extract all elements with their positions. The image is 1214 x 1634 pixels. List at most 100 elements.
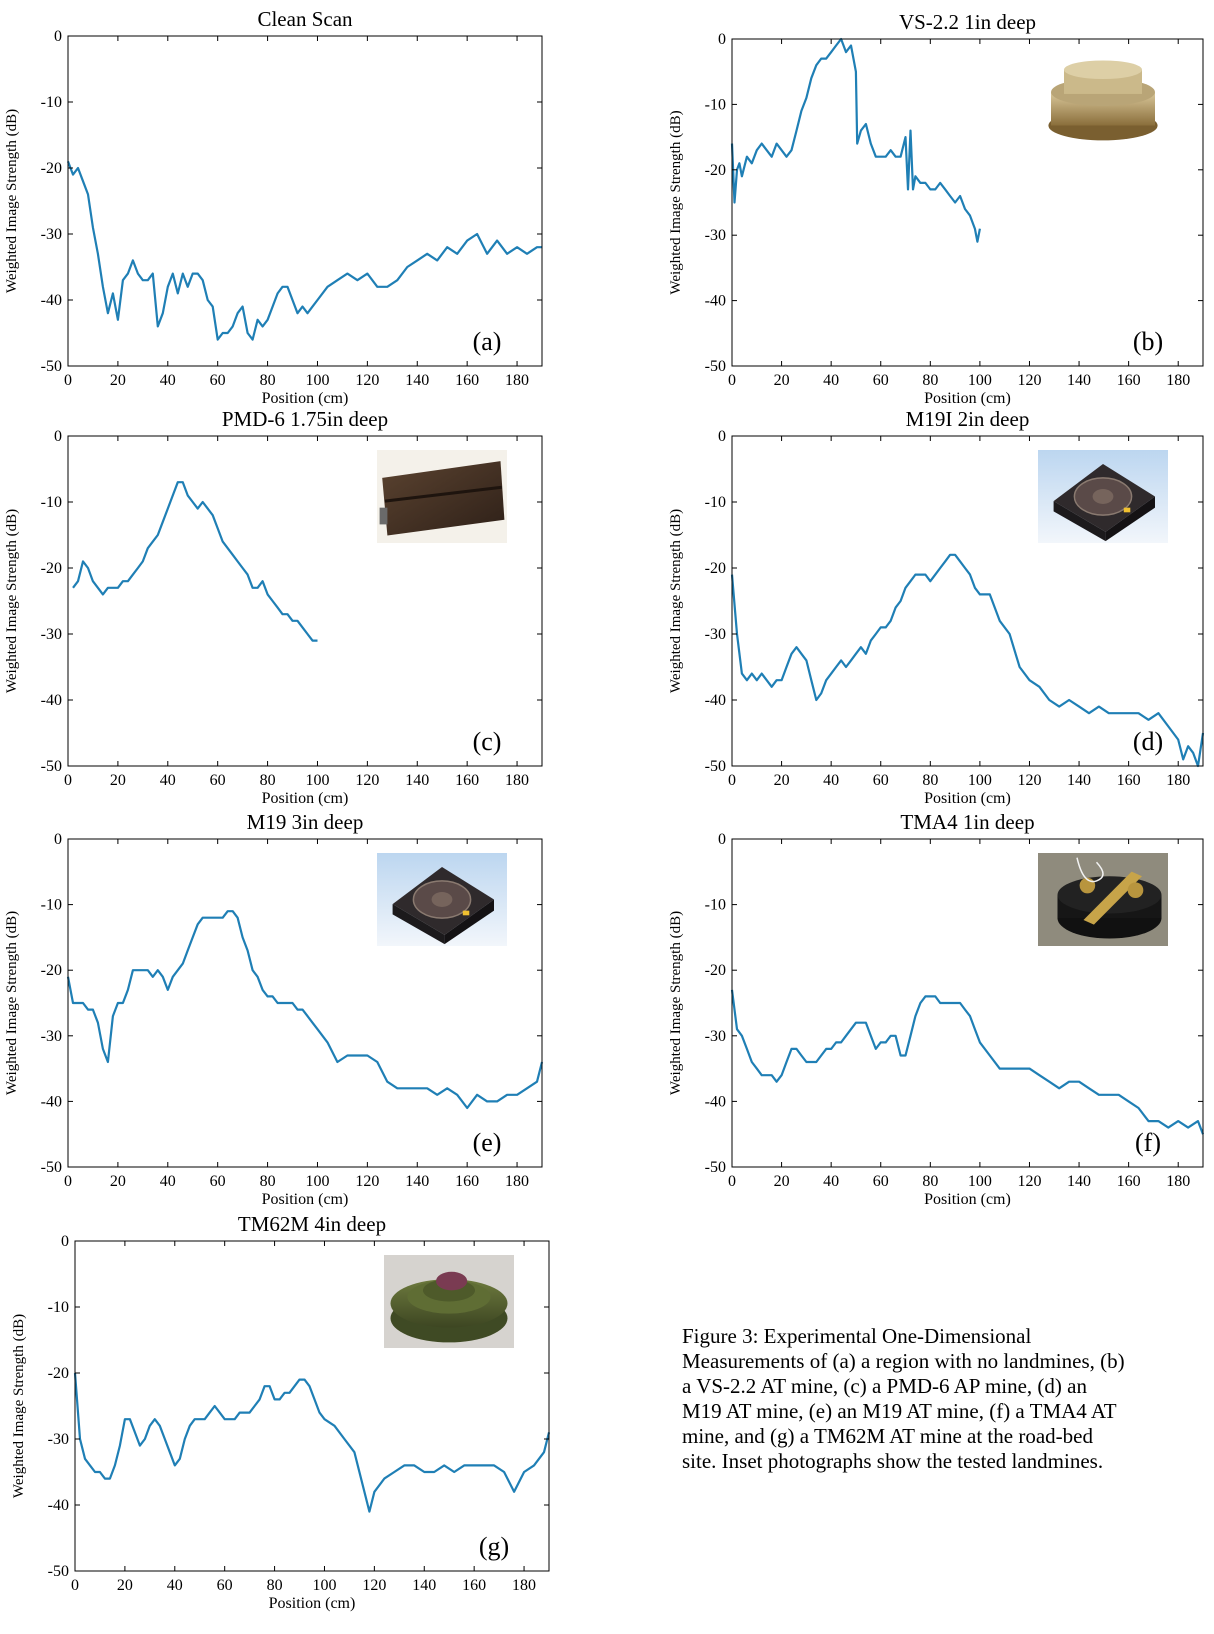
x-tick-label: 100: [305, 372, 329, 389]
y-tick-label: -30: [41, 226, 62, 243]
x-tick-label: 0: [64, 372, 72, 389]
y-tick-label: -50: [705, 1159, 726, 1176]
x-tick-label: 140: [1067, 772, 1091, 789]
y-tick-label: 0: [54, 28, 62, 45]
x-tick-label: 140: [412, 1577, 436, 1594]
x-tick-label: 180: [505, 772, 529, 789]
y-tick-label: -10: [705, 897, 726, 914]
plot-frame: [67, 838, 543, 1168]
x-tick-label: 20: [774, 1173, 790, 1190]
x-tick-label: 120: [355, 772, 379, 789]
x-tick-label: 100: [312, 1577, 336, 1594]
x-tick-label: 180: [505, 372, 529, 389]
x-tick-label: 80: [260, 372, 276, 389]
x-tick-label: 120: [362, 1577, 386, 1594]
x-axis-label: Position (cm): [262, 790, 349, 807]
x-tick-label: 0: [71, 1577, 79, 1594]
figure-caption: Figure 3: Experimental One-Dimensional M…: [682, 1324, 1125, 1473]
y-axis-label: Weighted Image Strength (dB): [4, 109, 20, 293]
x-tick-label: 40: [160, 372, 176, 389]
x-tick-label: 0: [728, 1173, 736, 1190]
x-tick-label: 80: [260, 1173, 276, 1190]
x-tick-label: 40: [167, 1577, 183, 1594]
x-tick-label: 140: [1067, 372, 1091, 389]
chart-title: M19I 2in deep: [906, 407, 1030, 431]
panel-label: (a): [473, 327, 502, 356]
x-tick-label: 20: [110, 372, 126, 389]
x-tick-label: 80: [922, 772, 938, 789]
vs-2.2-mine-photo: [1048, 60, 1158, 141]
x-tick-label: 40: [160, 772, 176, 789]
data-series-line: [66, 161, 542, 341]
data-series-line: [730, 553, 1205, 768]
tm62m-mine-photo: [384, 1255, 514, 1348]
x-tick-label: 40: [160, 1173, 176, 1190]
y-tick-label: -40: [41, 692, 62, 709]
y-tick-label: -30: [41, 626, 62, 643]
y-tick-label: -20: [41, 160, 62, 177]
x-tick-label: 180: [1166, 1173, 1190, 1190]
x-tick-label: 100: [968, 372, 992, 389]
x-tick-label: 120: [355, 372, 379, 389]
x-tick-label: 140: [405, 372, 429, 389]
plot-frame: [731, 435, 1204, 767]
y-tick-label: -50: [705, 758, 726, 775]
y-tick-label: -20: [705, 560, 726, 577]
x-tick-label: 160: [462, 1577, 486, 1594]
y-tick-label: -40: [705, 293, 726, 310]
y-tick-label: -20: [705, 162, 726, 179]
x-tick-label: 20: [774, 372, 790, 389]
panel-label: (b): [1133, 327, 1163, 356]
x-axis-label: Position (cm): [924, 390, 1011, 407]
x-axis-label: Position (cm): [924, 790, 1011, 807]
y-tick-label: 0: [718, 428, 726, 445]
chart-title: VS-2.2 1in deep: [899, 10, 1036, 34]
y-axis-label: Weighted Image Strength (dB): [4, 911, 20, 1095]
x-tick-label: 0: [728, 772, 736, 789]
x-tick-label: 180: [1166, 372, 1190, 389]
plot-frame: [67, 35, 543, 367]
x-tick-label: 60: [210, 1173, 226, 1190]
x-tick-label: 180: [505, 1173, 529, 1190]
x-tick-label: 80: [922, 372, 938, 389]
panel-label: (c): [473, 727, 502, 756]
x-tick-label: 60: [217, 1577, 233, 1594]
x-tick-label: 100: [968, 772, 992, 789]
x-tick-label: 100: [305, 772, 329, 789]
x-tick-label: 160: [455, 772, 479, 789]
x-tick-label: 20: [110, 772, 126, 789]
y-tick-label: -40: [41, 1093, 62, 1110]
x-tick-label: 20: [774, 772, 790, 789]
chart-panel-f: TMA4 1in deep 0 20 40 60 80 100 120 140 160 180 0 -1…: [668, 810, 1205, 1208]
y-tick-label: -10: [48, 1299, 69, 1316]
chart-title: M19 3in deep: [247, 810, 364, 834]
pmd-6-mine-photo: [377, 450, 507, 543]
y-tick-label: 0: [54, 428, 62, 445]
panel-label: (e): [473, 1128, 502, 1157]
y-tick-label: 0: [54, 831, 62, 848]
x-tick-label: 140: [405, 1173, 429, 1190]
chart-panel-a: Clean Scan 0 20 40 60 80 100 120 140 160 180 0 -10 -2…: [4, 7, 543, 407]
x-tick-label: 40: [823, 772, 839, 789]
x-tick-label: 60: [873, 372, 889, 389]
x-tick-label: 0: [64, 1173, 72, 1190]
y-tick-label: -30: [705, 227, 726, 244]
x-tick-label: 60: [210, 372, 226, 389]
x-tick-label: 140: [405, 772, 429, 789]
x-tick-label: 60: [873, 772, 889, 789]
x-axis-label: Position (cm): [262, 1191, 349, 1208]
chart-title: Clean Scan: [257, 7, 353, 31]
x-tick-label: 0: [728, 372, 736, 389]
y-tick-label: -20: [41, 560, 62, 577]
x-tick-label: 120: [1017, 1173, 1041, 1190]
y-tick-label: -30: [705, 1028, 726, 1045]
chart-title: TM62M 4in deep: [238, 1212, 386, 1236]
x-tick-label: 20: [110, 1173, 126, 1190]
y-tick-label: -30: [41, 1028, 62, 1045]
y-tick-label: -10: [705, 494, 726, 511]
y-tick-label: -10: [41, 94, 62, 111]
plot-frame: [74, 1240, 550, 1572]
plot-frame: [731, 38, 1204, 367]
y-tick-label: -50: [705, 358, 726, 375]
